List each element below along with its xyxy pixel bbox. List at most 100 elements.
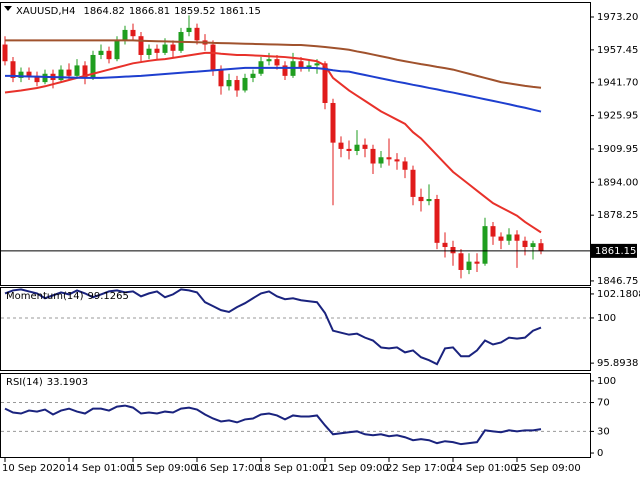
- rsi-panel-frame: [0, 373, 591, 458]
- candle-body: [474, 261, 480, 264]
- moving-average: [4, 51, 542, 234]
- candle-body: [362, 144, 368, 149]
- ohlc-value: 1866.81: [129, 6, 170, 17]
- candle-body: [226, 80, 232, 87]
- candle-body: [514, 234, 520, 241]
- candle-body: [154, 48, 160, 53]
- y-tick-label: 95.8938: [597, 358, 638, 369]
- y-tick-label: 30: [597, 426, 610, 437]
- candle-body: [74, 65, 80, 76]
- candle-body: [338, 142, 344, 149]
- candle-body: [314, 63, 320, 66]
- candle-body: [522, 240, 528, 248]
- candle-body: [322, 63, 328, 103]
- y-tick-label: 1878.25: [597, 210, 638, 221]
- candle-body: [90, 54, 96, 78]
- candle-body: [162, 44, 168, 53]
- candle-body: [450, 247, 456, 254]
- candle-body: [410, 169, 416, 197]
- indicator-value: 33.1903: [47, 377, 88, 388]
- y-tick-label: 102.1808: [597, 289, 640, 300]
- x-tick-label: 22 Sep 17:00: [386, 463, 453, 474]
- y-tick-label: 1925.95: [597, 111, 638, 122]
- candle-body: [402, 161, 408, 170]
- candle-body: [506, 234, 512, 241]
- menu-arrow[interactable]: [4, 6, 12, 11]
- x-tick-label: 16 Sep 17:00: [194, 463, 261, 474]
- candle-body: [82, 65, 88, 78]
- candle-body: [146, 48, 152, 55]
- candle-body: [274, 59, 280, 66]
- x-tick-label: 18 Sep 01:00: [258, 463, 325, 474]
- candle-body: [42, 73, 48, 83]
- candle-body: [266, 59, 272, 62]
- indicator-line: [4, 288, 542, 366]
- candle-body: [242, 77, 248, 91]
- moving-average: [5, 39, 542, 89]
- ohlc-value: 1861.15: [220, 6, 261, 17]
- candle-body: [306, 65, 312, 68]
- x-tick-label: 24 Sep 01:00: [450, 463, 517, 474]
- panel-title: RSI(14) 33.1903: [6, 377, 88, 388]
- y-tick-label: 100: [597, 313, 616, 324]
- y-tick-label: 100: [597, 376, 616, 387]
- candle-body: [490, 226, 496, 237]
- candle-body: [330, 102, 336, 143]
- y-tick-label: 1894.00: [597, 177, 638, 188]
- candle-body: [538, 243, 544, 251]
- candle-body: [250, 73, 256, 78]
- candle-body: [282, 65, 288, 76]
- candle-body: [130, 29, 136, 37]
- candle-body: [98, 50, 104, 55]
- candle-body: [426, 199, 432, 202]
- y-tick-label: 1957.45: [597, 45, 638, 56]
- y-tick-label: 1909.95: [597, 144, 638, 155]
- y-tick-label: 1846.75: [597, 276, 638, 287]
- candle-body: [122, 29, 128, 41]
- candle-body: [194, 27, 200, 41]
- title-text: RSI(14): [6, 377, 43, 388]
- last-price-box: [591, 243, 637, 258]
- candle-body: [354, 144, 360, 151]
- main-panel-frame: [0, 2, 591, 286]
- y-tick-label: 70: [597, 398, 610, 409]
- title-text: Momentum(14): [6, 291, 84, 302]
- indicator-value: 99.1265: [88, 291, 129, 302]
- candle-body: [2, 44, 8, 62]
- moving-average: [5, 66, 542, 113]
- candle-body: [234, 80, 240, 91]
- candle-body: [170, 44, 176, 51]
- candle-body: [186, 27, 192, 33]
- x-tick-label: 10 Sep 2020: [2, 463, 65, 474]
- candle-body: [34, 75, 40, 83]
- candle-body: [482, 226, 488, 264]
- ohlc-value: 1864.82: [83, 6, 124, 17]
- candle-body: [378, 157, 384, 164]
- panel-title: XAUUSD,H4 1864.82 1866.81 1859.52 1861.15: [16, 6, 261, 17]
- candle-body: [26, 71, 32, 76]
- x-tick-label: 15 Sep 09:00: [130, 463, 197, 474]
- candle-body: [442, 242, 448, 248]
- candle-body: [114, 40, 120, 60]
- x-tick-label: 21 Sep 09:00: [322, 463, 389, 474]
- panel-title: Momentum(14) 99.1265: [6, 291, 129, 302]
- candle-body: [210, 44, 216, 70]
- candle-body: [434, 199, 440, 243]
- momentum-panel-frame: [0, 287, 591, 371]
- indicator-line: [4, 404, 542, 446]
- candle-body: [386, 157, 392, 160]
- candle-body: [218, 69, 224, 87]
- y-tick-label: 0: [597, 448, 603, 459]
- candle-body: [370, 148, 376, 164]
- candle-body: [10, 61, 16, 78]
- title-text: XAUUSD,H4: [16, 6, 75, 17]
- y-tick-label: 1941.70: [597, 78, 638, 89]
- candle-body: [106, 50, 112, 60]
- candle-body: [58, 69, 64, 81]
- y-tick-label: 1973.20: [597, 12, 638, 23]
- candle-body: [458, 253, 464, 270]
- candle-body: [346, 148, 352, 151]
- candle-body: [66, 69, 72, 76]
